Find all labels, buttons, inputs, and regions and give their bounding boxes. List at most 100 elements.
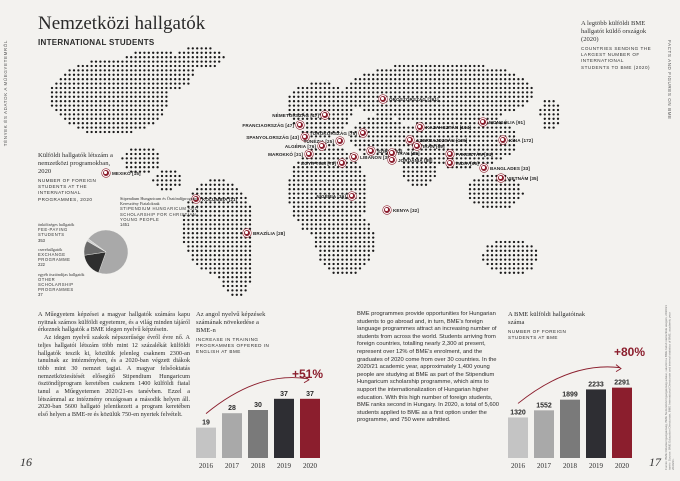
map-dot: [156, 104, 159, 107]
map-dot: [138, 73, 142, 76]
map-dot: [389, 78, 392, 81]
map-dot: [248, 218, 252, 222]
map-dot: [178, 69, 181, 72]
map-pin-label: KAZAHSZTÁN [164]: [426, 124, 471, 130]
map-dot: [134, 122, 137, 125]
map-dot: [424, 152, 428, 156]
map-dot: [169, 64, 172, 68]
map-dot: [328, 227, 331, 230]
chart-bar: [274, 398, 294, 458]
map-dot: [490, 267, 494, 270]
map-dot: [72, 91, 76, 94]
map-dot: [394, 135, 397, 138]
map-dot: [328, 122, 331, 125]
map-dot: [376, 135, 379, 138]
map-dot: [482, 179, 485, 182]
map-dot: [108, 122, 111, 125]
map-dot: [314, 108, 318, 112]
map-dot: [72, 100, 76, 103]
map-dot: [160, 188, 164, 191]
map-dot: [125, 108, 128, 112]
map-dot: [182, 236, 186, 239]
map-dot: [455, 144, 458, 147]
map-dot: [103, 104, 106, 107]
map-dot: [328, 240, 331, 244]
map-dot: [442, 104, 445, 107]
map-dot: [64, 86, 67, 90]
map-pin: INDIA [66]: [446, 159, 479, 167]
growth-arc: [205, 377, 309, 414]
map-dot: [134, 86, 137, 90]
map-dot: [218, 188, 221, 191]
map-dot: [196, 240, 199, 244]
map-dot: [495, 148, 498, 151]
map-dot: [306, 170, 309, 173]
map-dot: [319, 161, 322, 164]
chart-value-label: 2233: [588, 381, 604, 388]
map-dot: [372, 73, 375, 76]
chart2-bar-chart: 1320201615522017189920182233201922912020…: [508, 345, 645, 470]
map-dot: [116, 73, 120, 76]
map-dot: [143, 148, 146, 151]
map-dot: [380, 91, 384, 94]
map-dot: [460, 130, 463, 134]
map-dot: [429, 82, 432, 85]
map-dot: [328, 161, 331, 164]
map-dot: [226, 210, 230, 213]
map-dot: [385, 73, 388, 76]
map-dot: [99, 100, 102, 103]
map-dot: [490, 95, 494, 98]
map-dot: [473, 130, 476, 134]
map-dot: [341, 262, 344, 266]
map-dot: [200, 232, 203, 235]
map-dot: [200, 205, 203, 208]
map-dot: [429, 126, 432, 129]
map-dot: [385, 86, 388, 90]
map-dot: [526, 86, 529, 90]
map-dot: [367, 135, 370, 138]
map-dot: [350, 236, 353, 239]
map-dot: [495, 183, 498, 186]
map-dot: [416, 161, 419, 164]
map-dot: [55, 95, 58, 98]
map-dot: [310, 227, 313, 230]
map-dot: [213, 232, 216, 235]
map-dot: [191, 232, 194, 235]
map-dot: [191, 60, 194, 63]
map-dot: [297, 86, 300, 90]
map-dot: [429, 86, 432, 90]
map-dot: [156, 113, 159, 116]
map-dot: [310, 183, 313, 186]
map-dot: [499, 205, 502, 208]
map-dot: [490, 183, 494, 186]
map-dot: [174, 82, 177, 85]
map-dot: [310, 188, 313, 191]
map-dot: [226, 258, 230, 261]
map-dot: [55, 104, 58, 107]
map-dot: [297, 91, 300, 94]
map-dot: [468, 183, 472, 186]
map-dot: [477, 135, 480, 138]
map-dot: [517, 100, 520, 103]
map-dot: [468, 148, 472, 151]
map-dot: [297, 117, 300, 120]
map-dot: [464, 82, 467, 85]
map-dot: [130, 152, 133, 156]
map-dot: [363, 183, 366, 186]
map-dot: [341, 113, 344, 116]
map-dot: [156, 174, 159, 178]
map-dot: [138, 95, 142, 98]
map-dot: [477, 95, 480, 98]
map-dot: [416, 104, 419, 107]
map-dot: [420, 152, 423, 156]
map-dot: [420, 144, 423, 147]
map-dot: [534, 254, 538, 257]
map-dot: [451, 82, 454, 85]
map-dot: [367, 139, 370, 142]
map-dot: [468, 188, 472, 191]
map-dot: [235, 249, 238, 252]
map-dot: [103, 117, 106, 120]
map-dot: [420, 139, 423, 142]
map-dot: [411, 64, 414, 68]
map-dot: [508, 267, 511, 270]
